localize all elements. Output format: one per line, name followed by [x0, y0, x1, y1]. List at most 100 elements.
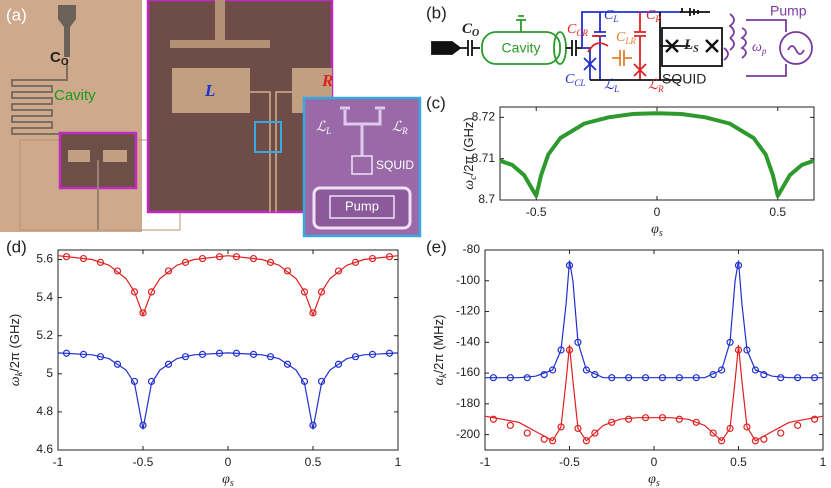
- data-point: [249, 350, 258, 358]
- data-line: [485, 260, 823, 379]
- data-point: [198, 254, 207, 263]
- data-line: [57, 255, 399, 316]
- y-tick-label: 4.8: [36, 404, 53, 418]
- axis-label: αk/2π (MHz): [431, 315, 449, 386]
- x-tick-label: -0.5: [133, 455, 154, 469]
- data-point: [334, 267, 343, 275]
- data-point: [777, 374, 785, 382]
- panel-label: (a): [6, 5, 27, 24]
- label-main: ω: [462, 180, 477, 190]
- circuit-label: Pump: [770, 3, 807, 19]
- data-point: [751, 437, 760, 445]
- label-main: α: [432, 377, 447, 385]
- data-point: [675, 415, 683, 423]
- data-point: [96, 353, 105, 361]
- y-tick-label: 5.6: [36, 252, 53, 266]
- data-point: [751, 366, 760, 374]
- label-sub: k: [438, 373, 449, 378]
- data-point: [506, 421, 514, 429]
- photo-label: Pump: [345, 198, 379, 213]
- data-point: [540, 435, 548, 443]
- y-tick-label: 8.71: [472, 151, 496, 165]
- circuit-label: Cavity: [502, 40, 541, 56]
- data-point: [147, 377, 156, 386]
- data-point: [625, 374, 633, 382]
- data-line: [484, 344, 824, 442]
- circuit-label: CR: [646, 8, 661, 24]
- data-point: [709, 371, 717, 379]
- y-tick-label: 5.2: [36, 328, 53, 342]
- data-point: [249, 254, 258, 263]
- data-point: [62, 253, 71, 261]
- y-tick-label: -200: [456, 427, 480, 441]
- data-point: [591, 371, 599, 379]
- data-point: [557, 423, 565, 431]
- data-point: [266, 353, 275, 361]
- data-point: [181, 258, 190, 266]
- circuit-label: CO: [462, 21, 479, 39]
- circuit-label: CCL: [565, 72, 585, 88]
- label-main: ℒ: [648, 78, 659, 93]
- x-tick-label: 0: [225, 455, 232, 469]
- data-point: [574, 424, 582, 433]
- data-point: [283, 360, 292, 368]
- label-sub: p: [761, 46, 767, 56]
- data-point: [181, 353, 190, 361]
- label-main: ω: [752, 40, 762, 55]
- label-sub: CR: [576, 28, 588, 38]
- data-point: [582, 437, 591, 445]
- photo-label: ℒR: [392, 120, 408, 136]
- circuit-label: CCR: [567, 22, 588, 38]
- x-tick-label: 0: [651, 455, 658, 469]
- label-sub: s: [659, 228, 663, 239]
- label-sub: s: [230, 478, 234, 488]
- y-tick-label: -140: [456, 334, 480, 348]
- label-sub: k: [14, 371, 25, 376]
- data-point: [232, 349, 241, 357]
- axis-label: φs: [222, 472, 234, 488]
- data-point: [139, 421, 147, 429]
- label-main: ω: [8, 376, 23, 386]
- label-main: C: [616, 30, 626, 45]
- data-point: [147, 288, 156, 296]
- photo-label: R: [321, 71, 333, 90]
- panel-label: (e): [426, 237, 447, 256]
- label-sub: c: [468, 175, 479, 180]
- data-point: [717, 437, 726, 445]
- device-photo: [0, 0, 422, 238]
- plot-area: [57, 249, 399, 451]
- data-point: [113, 360, 122, 368]
- data-point: [641, 414, 650, 422]
- label-rest: /2π (GHz): [7, 314, 22, 372]
- data-point: [283, 267, 292, 275]
- data-point: [164, 267, 173, 275]
- data-point: [548, 437, 557, 445]
- panel-label: (c): [426, 93, 446, 112]
- data-point: [565, 261, 574, 269]
- label-sub: L: [612, 14, 618, 24]
- data-point: [506, 374, 514, 382]
- data-point: [523, 374, 531, 382]
- axis-label: ωk/2π (GHz): [7, 314, 25, 386]
- data-point: [130, 288, 139, 296]
- photo-label: ℒL: [316, 120, 331, 136]
- plot-area: [484, 249, 824, 451]
- x-tick-label: 0.5: [730, 455, 747, 469]
- label-sub: L: [613, 84, 619, 94]
- y-tick-label: -80: [463, 242, 481, 256]
- label-main: L: [683, 37, 693, 53]
- x-tick-label: -1: [480, 455, 491, 469]
- label-sub: R: [657, 84, 664, 94]
- circuit-label: CLR: [616, 30, 636, 46]
- data-point: [79, 350, 88, 358]
- y-tick-label: 8.7: [478, 192, 495, 206]
- data-band: [499, 111, 815, 198]
- label-sub: s: [656, 478, 660, 488]
- data-point: [760, 435, 768, 443]
- label-main: C: [567, 22, 577, 37]
- label-main: C: [646, 8, 656, 23]
- data-point: [608, 374, 616, 382]
- photo-label: L: [204, 81, 215, 100]
- x-tick-label: -0.5: [559, 455, 580, 469]
- data-point: [317, 288, 326, 296]
